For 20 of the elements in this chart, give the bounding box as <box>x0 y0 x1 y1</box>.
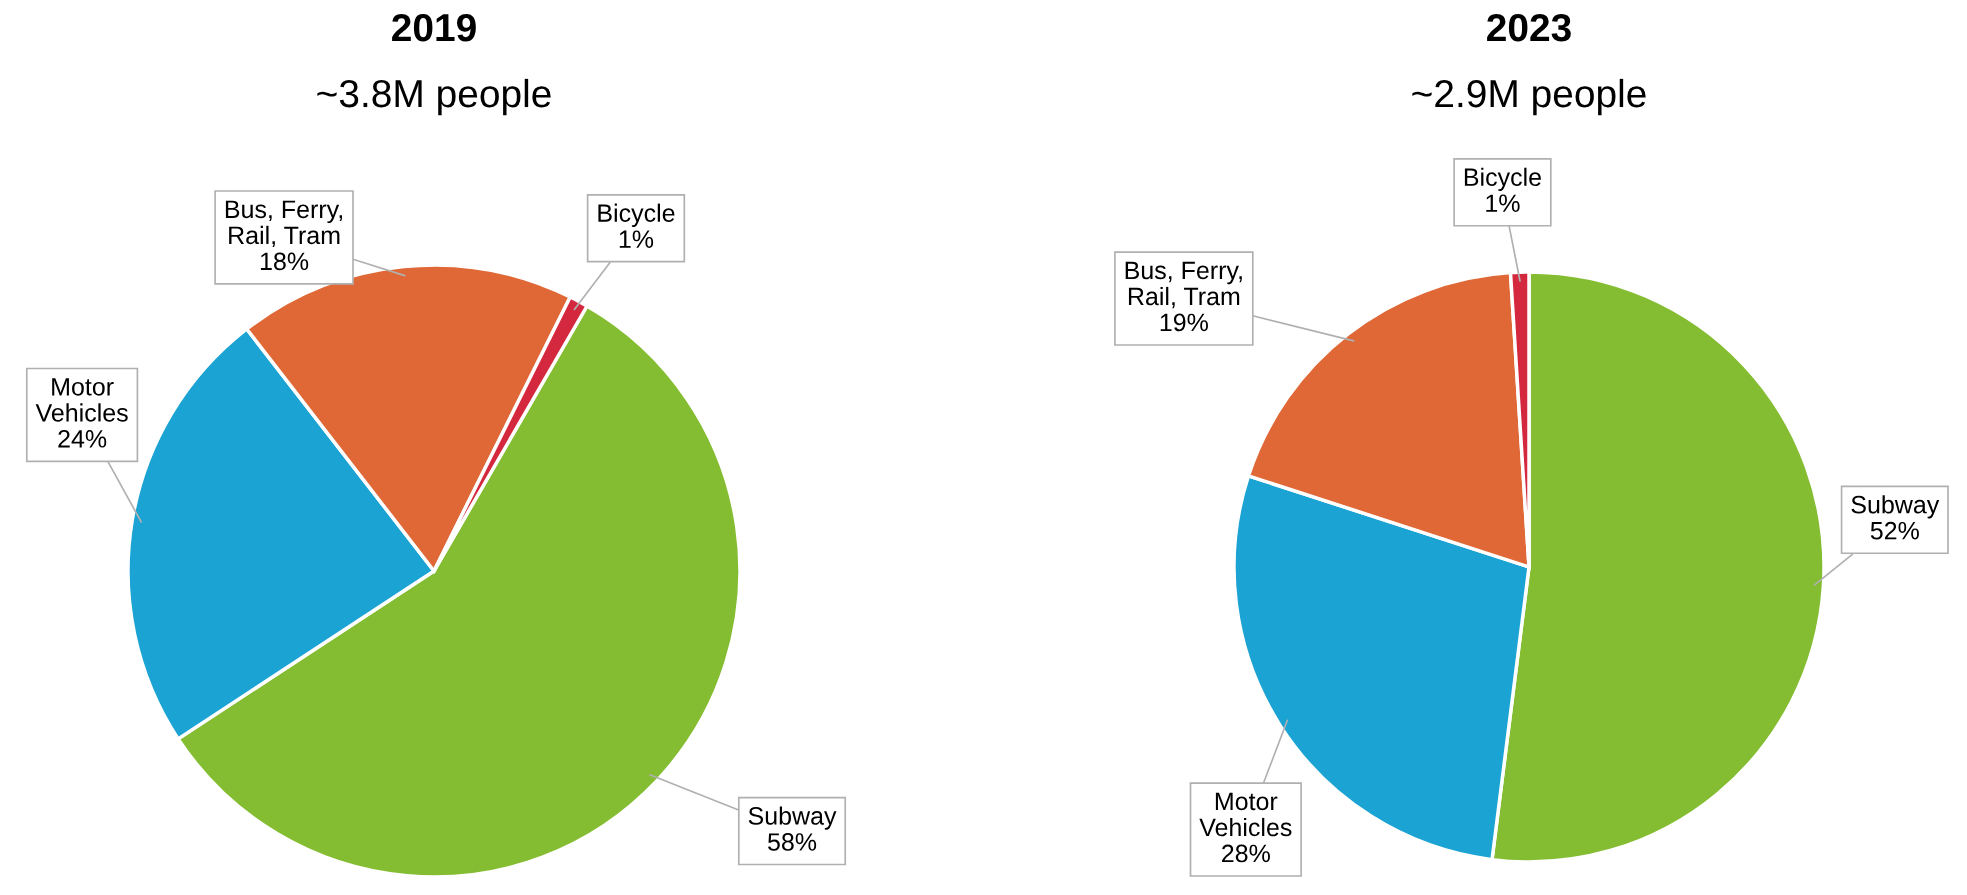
data-label: 1% <box>1486 194 1520 212</box>
slice-label: Bus, Ferry, Rail, Tram <box>225 200 343 248</box>
data-label: 24% <box>58 429 107 448</box>
chart-subtitle: ~3.8M people <box>317 78 551 116</box>
slice-label: Motor Vehicles <box>35 378 128 422</box>
slice-label: Bicycle <box>598 203 675 227</box>
slice-label: Bicycle <box>1464 167 1541 191</box>
chart-subtitle: ~2.9M people <box>1412 78 1646 116</box>
chart-title: 2023 <box>1487 13 1571 42</box>
data-label: 58% <box>768 833 817 851</box>
slice-label: Subway <box>748 806 837 830</box>
data-label: 1% <box>619 230 654 248</box>
data-label: 19% <box>1160 313 1208 332</box>
chart-title: 2019 <box>392 13 476 42</box>
slice-label: Bus, Ferry, Rail, Tram <box>1125 261 1242 309</box>
data-label: 52% <box>1870 521 1919 540</box>
slice-label: Subway <box>1851 495 1940 519</box>
slice-label: Motor Vehicles <box>1199 792 1292 837</box>
data-label: 18% <box>260 252 309 271</box>
data-label: 28% <box>1222 844 1270 863</box>
